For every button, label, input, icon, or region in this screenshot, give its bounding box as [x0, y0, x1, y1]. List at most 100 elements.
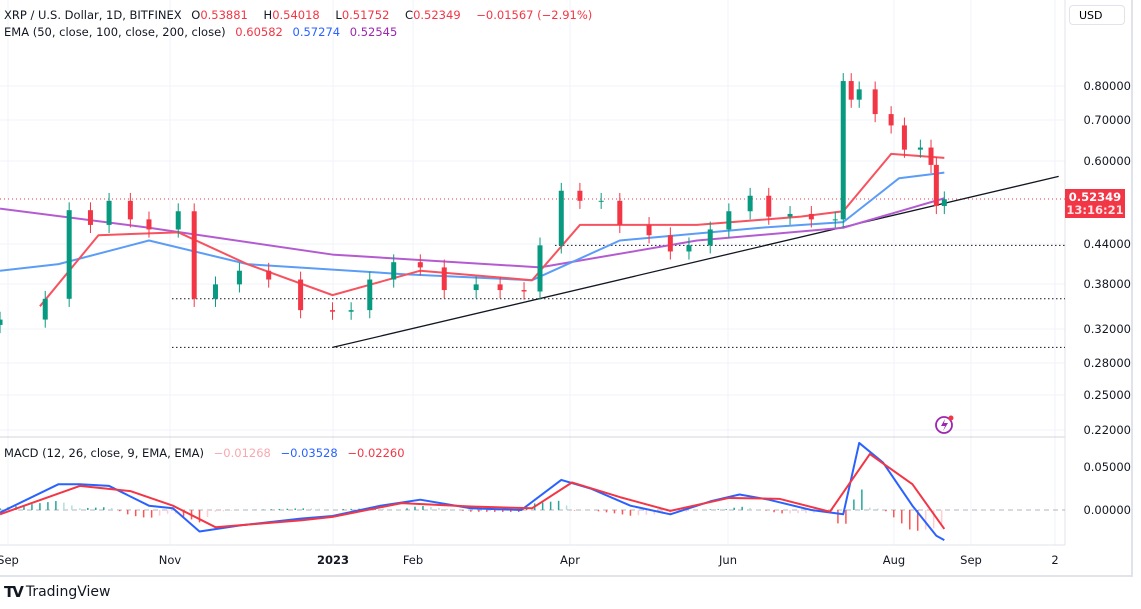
- ema-label: EMA (50, close, 100, close, 200, close): [4, 25, 226, 39]
- candle-body: [0, 319, 3, 325]
- candle-body: [367, 279, 373, 311]
- candle-body: [236, 270, 242, 285]
- candle-body: [42, 298, 48, 320]
- candle-body: [766, 195, 772, 217]
- last-price-label: 0.52349 13:16:21: [1065, 189, 1125, 218]
- price-tick: 0.25000: [1083, 388, 1131, 402]
- candle-body: [330, 310, 336, 312]
- close-value: 0.52349: [413, 8, 461, 22]
- candle-body: [747, 195, 753, 212]
- candle-body: [577, 190, 583, 201]
- ema-legend: EMA (50, close, 100, close, 200, close) …: [4, 25, 403, 39]
- change-value: −0.01567 (−2.91%): [476, 8, 593, 22]
- last-price-value: 0.52349: [1068, 190, 1122, 204]
- candle-body: [707, 229, 713, 246]
- candle-body: [808, 213, 814, 220]
- high-label: H: [263, 8, 273, 22]
- macd-value: −0.03528: [280, 446, 338, 460]
- low-label: L: [335, 8, 342, 22]
- lightning-icon: [935, 416, 953, 434]
- candle-body: [856, 89, 862, 100]
- macd-label: MACD (12, 26, close, 9, EMA, EMA): [4, 446, 204, 460]
- price-tick: 0.28000: [1083, 356, 1131, 370]
- candle-body: [928, 147, 934, 165]
- ema100-value: 0.57274: [292, 25, 341, 39]
- open-label: O: [191, 8, 201, 22]
- signal-value: −0.02260: [347, 446, 405, 460]
- candle-body: [872, 89, 878, 115]
- ohlc-high: H0.54018: [264, 8, 326, 22]
- candle-body: [521, 290, 527, 292]
- ema50-value: 0.60582: [235, 25, 283, 39]
- ohlc-low: L0.51752: [335, 8, 395, 22]
- macd-tick: 0.00000: [1083, 503, 1131, 517]
- price-tick: 0.70000: [1083, 113, 1131, 127]
- candle-body: [832, 219, 838, 221]
- ema200-value: 0.52545: [349, 25, 398, 39]
- candle-body: [87, 210, 93, 225]
- symbol-legend: XRP / U.S. Dollar, 1D, BITFINEX O0.53881…: [4, 8, 598, 22]
- brand-name: TradingView: [25, 584, 111, 600]
- macd-tick: 0.05000: [1083, 460, 1131, 474]
- candle-body: [417, 262, 423, 268]
- candle-body: [840, 81, 846, 220]
- candle-body: [191, 211, 197, 299]
- candle-body: [106, 200, 112, 225]
- ohlc-close: C0.52349: [405, 8, 467, 22]
- alert-dot-icon: [948, 415, 954, 421]
- chart-frame: [0, 0, 1133, 577]
- candle-body: [266, 270, 272, 280]
- candle-body: [175, 211, 181, 230]
- candle-body: [391, 262, 397, 280]
- currency-button[interactable]: USD: [1069, 5, 1125, 25]
- price-tick: 0.60000: [1083, 154, 1131, 168]
- macd-line: [0, 441, 945, 541]
- symbol-title: XRP / U.S. Dollar, 1D, BITFINEX: [4, 8, 182, 22]
- candle-body: [617, 200, 623, 225]
- signal-line: [0, 453, 946, 530]
- candle-body: [667, 235, 673, 252]
- price-tick: 0.22000: [1083, 423, 1131, 437]
- time-tick: Sep: [0, 553, 19, 567]
- open-value: 0.53881: [200, 8, 248, 22]
- time-tick: Feb: [402, 553, 424, 567]
- price-tick: 0.32000: [1083, 322, 1131, 336]
- candle-body: [901, 125, 907, 150]
- price-tick: 0.44000: [1083, 237, 1131, 251]
- candle-body: [888, 114, 894, 126]
- close-label: C: [405, 8, 414, 22]
- time-tick: 2023: [316, 553, 350, 567]
- tradingview-logo-icon: TV: [4, 583, 24, 601]
- candle-body: [298, 279, 304, 311]
- candle-body: [441, 267, 447, 291]
- time-tick: 2: [1051, 553, 1059, 567]
- price-tick: 0.38000: [1083, 277, 1131, 291]
- lightning-icon: [941, 419, 948, 431]
- candle-body: [598, 200, 604, 202]
- time-tick: Apr: [560, 553, 580, 567]
- price-tick: 0.80000: [1083, 79, 1131, 93]
- candle-body: [686, 245, 692, 252]
- low-value: 0.51752: [341, 8, 390, 22]
- bar-countdown: 13:16:21: [1066, 203, 1124, 217]
- chart-canvas[interactable]: [0, 0, 1141, 575]
- candle-body: [497, 284, 503, 291]
- candle-body: [348, 310, 354, 312]
- candle-body: [127, 200, 133, 220]
- candle-body: [212, 284, 218, 299]
- time-tick: Aug: [882, 553, 906, 567]
- candle-body: [66, 210, 72, 299]
- high-value: 0.54018: [272, 8, 320, 22]
- time-tick: Sep: [960, 553, 982, 567]
- time-tick: Nov: [158, 553, 182, 567]
- candle-body: [473, 284, 479, 291]
- time-tick: Jun: [719, 553, 737, 567]
- macd-hist-value: −0.01268: [213, 446, 271, 460]
- macd-legend: MACD (12, 26, close, 9, EMA, EMA) −0.012…: [4, 446, 411, 460]
- candle-body: [787, 213, 793, 217]
- candle-body: [146, 219, 152, 230]
- candle-body: [941, 199, 947, 206]
- candle-body: [917, 147, 923, 150]
- candle-body: [848, 81, 854, 100]
- tradingview-logo[interactable]: TV TradingView: [4, 583, 110, 601]
